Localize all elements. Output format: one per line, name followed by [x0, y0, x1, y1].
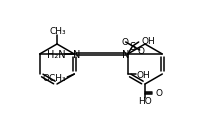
Text: O: O	[121, 37, 128, 46]
Text: N: N	[73, 50, 80, 60]
Text: O: O	[155, 89, 162, 98]
Text: S: S	[130, 42, 136, 52]
Text: H₂N: H₂N	[47, 50, 65, 60]
Text: CH₃: CH₃	[50, 26, 66, 35]
Text: HO: HO	[138, 97, 152, 106]
Text: OH: OH	[142, 36, 155, 45]
Text: OH: OH	[137, 70, 150, 79]
Text: N: N	[122, 50, 129, 60]
Text: OCH₃: OCH₃	[43, 73, 66, 82]
Text: O: O	[137, 47, 144, 56]
